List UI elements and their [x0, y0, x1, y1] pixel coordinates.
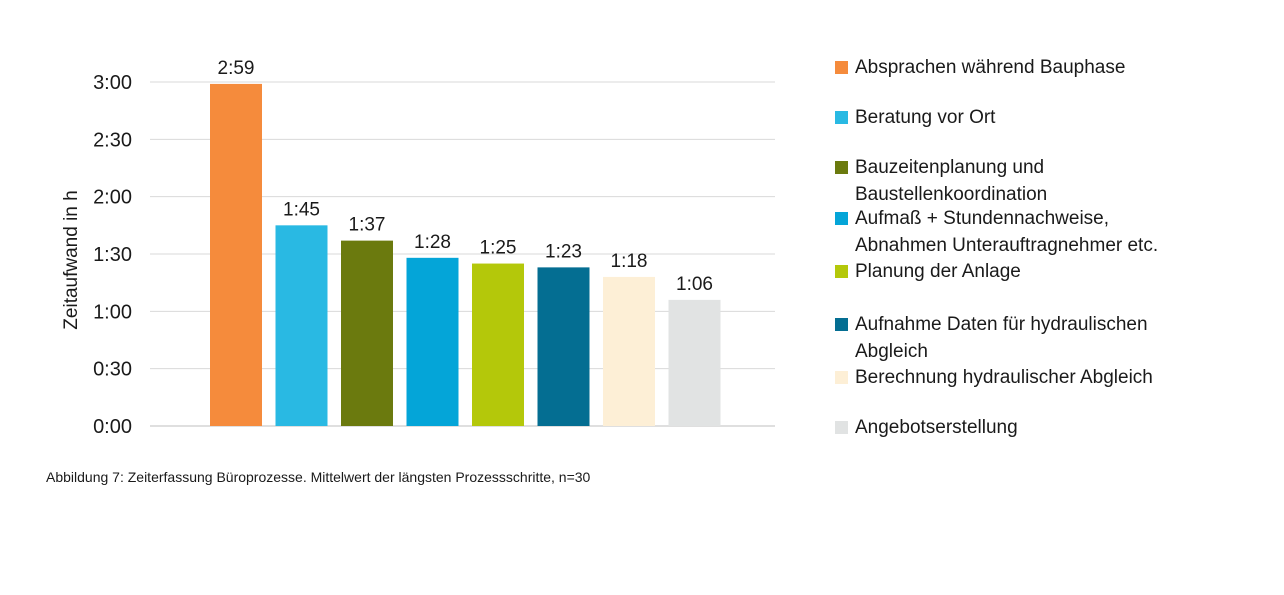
- data-label: 1:18: [611, 251, 648, 272]
- legend-item: Planung der Anlage: [835, 258, 1275, 285]
- legend-swatch: [835, 421, 848, 434]
- legend-label: Absprachen während Bauphase: [855, 57, 1126, 78]
- bar: [341, 240, 393, 426]
- y-tick-label: 0:30: [93, 359, 132, 381]
- bar: [406, 257, 459, 426]
- data-label: 1:45: [283, 199, 320, 220]
- legend-label: Angebotserstellung: [855, 417, 1018, 438]
- data-label: 2:59: [218, 58, 255, 79]
- legend-item: Berechnung hydraulischer Abgleich: [835, 364, 1275, 391]
- bar: [472, 263, 524, 426]
- legend-item: Aufmaß + Stundennachweise, Abnahmen Unter…: [835, 205, 1275, 259]
- legend-label: Aufmaß + Stundennachweise,: [855, 208, 1110, 229]
- data-label: 1:06: [676, 274, 713, 295]
- legend-swatch: [835, 212, 848, 225]
- legend-swatch: [835, 318, 848, 331]
- legend-swatch: [835, 265, 848, 278]
- figure-caption: Abbildung 7: Zeiterfassung Büroprozesse.…: [46, 469, 591, 485]
- legend-swatch: [835, 61, 848, 74]
- data-label: 1:37: [349, 215, 386, 236]
- bars: [210, 83, 721, 427]
- legend-label: Berechnung hydraulischer Abgleich: [855, 367, 1153, 388]
- data-label: 1:23: [545, 241, 582, 262]
- legend-label: Abnahmen Unterauftragnehmer etc.: [855, 235, 1159, 256]
- bar: [210, 83, 262, 427]
- legend-label: Abgleich: [855, 341, 928, 362]
- bar: [275, 225, 328, 426]
- legend-item: Beratung vor Ort: [835, 104, 1275, 131]
- y-tick-label: 2:00: [93, 187, 132, 209]
- y-tick-label: 0:00: [93, 416, 132, 438]
- legend-item: Bauzeitenplanung und Baustellenkoordinati…: [835, 154, 1275, 208]
- bar: [537, 267, 590, 426]
- legend: Absprachen während Bauphase Beratung vor …: [835, 0, 1275, 460]
- legend-item: Aufnahme Daten für hydraulischen Abgleich: [835, 311, 1275, 365]
- legend-item: Absprachen während Bauphase: [835, 54, 1275, 81]
- bar: [603, 276, 655, 426]
- legend-label: Beratung vor Ort: [855, 107, 996, 128]
- bar: [668, 299, 721, 426]
- y-axis-label: Zeitaufwand in h: [61, 190, 82, 329]
- data-label: 1:28: [414, 232, 451, 253]
- y-tick-label: 1:00: [93, 301, 132, 323]
- data-labels: 2:59 1:45 1:37 1:28 1:25 1:23 1:18 1:06: [218, 58, 713, 295]
- legend-item: Angebotserstellung: [835, 414, 1275, 441]
- legend-label: Planung der Anlage: [855, 261, 1021, 282]
- y-tick-label: 2:30: [93, 129, 132, 151]
- legend-label: Baustellenkoordination: [855, 184, 1048, 205]
- bar-chart: 0:00 0:30 1:00 1:30 2:00 2:30 3:00 2:59 1:45 1:3…: [61, 58, 775, 438]
- legend-label: Bauzeitenplanung und: [855, 157, 1045, 178]
- legend-swatch: [835, 161, 848, 174]
- legend-swatch: [835, 371, 848, 384]
- legend-swatch: [835, 111, 848, 124]
- y-axis-ticks: 0:00 0:30 1:00 1:30 2:00 2:30 3:00: [93, 72, 132, 438]
- y-tick-label: 3:00: [93, 72, 132, 94]
- legend-label: Aufnahme Daten für hydraulischen: [855, 314, 1148, 335]
- y-tick-label: 1:30: [93, 244, 132, 266]
- data-label: 1:25: [480, 238, 517, 259]
